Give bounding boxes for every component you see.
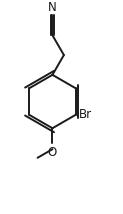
Text: Br: Br: [78, 108, 92, 121]
Text: O: O: [48, 146, 57, 159]
Text: N: N: [48, 1, 57, 14]
